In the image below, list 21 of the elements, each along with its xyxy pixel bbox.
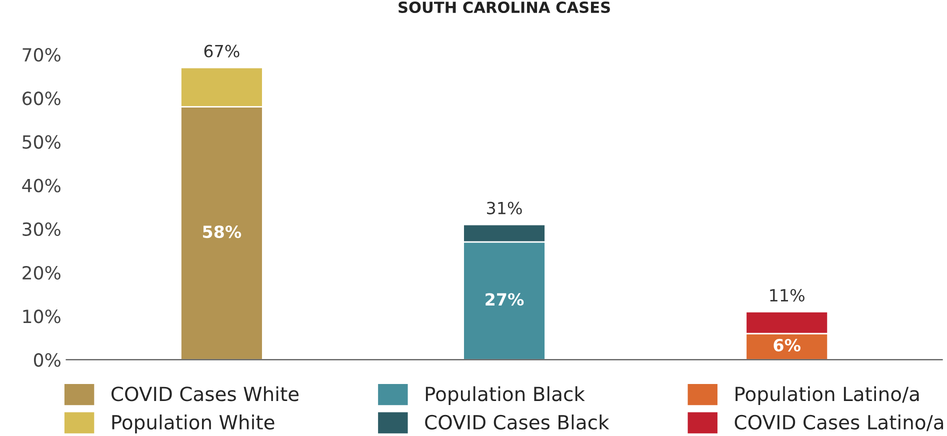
- data-label: 58%: [203, 225, 242, 238]
- y-tick-label: 70%: [22, 48, 60, 62]
- y-tick-label: 30%: [22, 222, 60, 236]
- legend-label: Population White: [112, 414, 274, 434]
- total-label: 11%: [770, 288, 804, 302]
- legend-label: COVID Cases White: [112, 386, 299, 402]
- total-label: 31%: [487, 202, 522, 214]
- y-tick-label: 20%: [22, 266, 60, 280]
- y-tick-label: 60%: [22, 92, 60, 106]
- total-label: 67%: [204, 44, 240, 58]
- y-tick-label: 10%: [23, 310, 60, 324]
- legend-label: Population Latino/a: [736, 386, 919, 406]
- legend-label: COVID Cases Latino/a: [734, 414, 944, 432]
- y-tick-label: 40%: [22, 178, 60, 192]
- data-label: 6%: [774, 338, 800, 352]
- y-tick-label: 0%: [34, 353, 60, 367]
- data-label: 27%: [486, 293, 524, 306]
- legend-label: COVID Cases Black: [425, 414, 610, 430]
- legend-label: Population Black: [426, 386, 585, 406]
- y-tick-label: 50%: [22, 135, 60, 149]
- chart-title: SOUTH CAROLINA CASES: [398, 1, 610, 14]
